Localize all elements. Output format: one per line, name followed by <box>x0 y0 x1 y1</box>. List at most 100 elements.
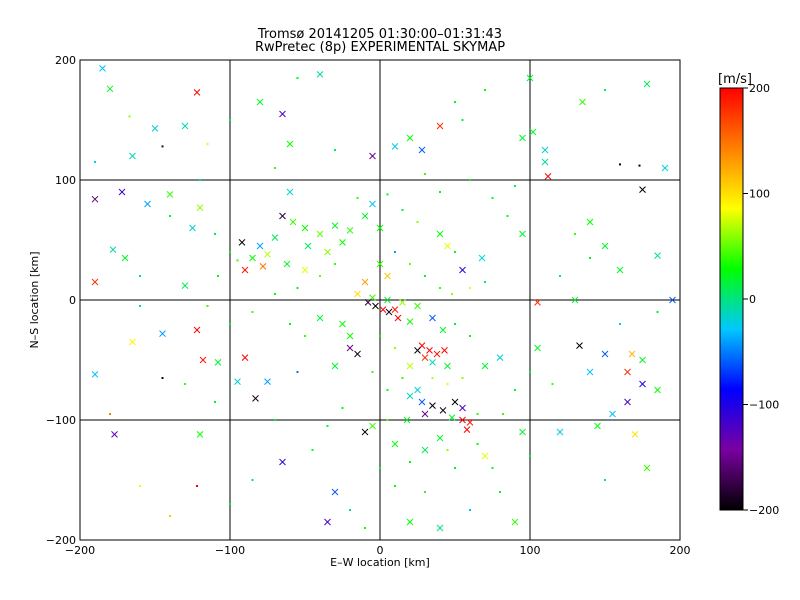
data-point-dot <box>454 251 456 253</box>
data-point-dot <box>229 503 231 505</box>
data-point-cross <box>241 266 249 274</box>
data-point-cross <box>466 419 474 426</box>
data-point-cross <box>631 431 639 438</box>
colorbar <box>719 87 744 511</box>
data-point-cross <box>406 362 414 370</box>
data-point-cross <box>414 347 421 354</box>
data-point-dot <box>461 119 464 121</box>
data-points <box>91 65 676 532</box>
data-point-cross <box>436 122 444 130</box>
data-point-dot <box>319 275 321 277</box>
data-point-cross <box>271 234 279 241</box>
data-point-cross <box>264 378 271 385</box>
data-point-dot <box>529 455 531 457</box>
data-point-cross <box>385 308 393 316</box>
data-point-cross <box>129 338 136 346</box>
data-point-cross <box>451 398 459 406</box>
data-point-dot <box>229 323 231 325</box>
data-point-dot <box>206 305 209 307</box>
data-point-cross <box>403 416 411 424</box>
data-point-cross <box>196 431 204 438</box>
data-point-dot <box>296 371 299 373</box>
data-point-cross <box>661 164 669 172</box>
data-point-dot <box>446 383 449 385</box>
data-point-dot <box>604 479 606 481</box>
data-point-cross <box>279 458 286 466</box>
data-point-cross <box>643 80 651 88</box>
data-point-cross <box>354 290 361 298</box>
y-axis-label: N–S location [km] <box>28 251 41 348</box>
data-point-dot <box>169 515 171 517</box>
data-point-cross <box>91 371 99 378</box>
data-point-cross <box>511 518 519 526</box>
data-point-cross <box>384 272 391 280</box>
x-ticks: −200 −100 0 100 200 <box>65 60 691 557</box>
data-point-cross <box>324 248 331 256</box>
data-point-cross <box>534 299 541 306</box>
data-point-cross <box>519 428 526 436</box>
data-point-cross <box>639 380 646 388</box>
data-point-cross <box>283 260 291 268</box>
data-point-cross <box>601 242 609 250</box>
data-point-dot <box>551 383 554 385</box>
data-point-cross <box>459 416 466 424</box>
data-point-cross <box>601 350 609 358</box>
data-point-dot <box>484 89 486 91</box>
data-point-cross <box>609 410 616 418</box>
data-point-dot <box>409 263 411 265</box>
data-point-cross <box>406 134 414 142</box>
data-point-cross <box>418 146 426 154</box>
data-point-cross <box>459 404 466 412</box>
data-point-cross <box>214 359 222 366</box>
data-point-dot <box>356 197 359 199</box>
chart-title-line1: Tromsø 20141205 01:30:00–01:31:43 <box>257 27 502 42</box>
data-point-cross <box>339 320 346 328</box>
data-point-cross <box>111 431 118 438</box>
y-tick-label: 100 <box>55 174 76 187</box>
data-point-cross <box>301 266 309 274</box>
data-point-dot <box>638 164 641 167</box>
data-point-dot <box>499 491 501 493</box>
x-axis-label: E–W location [km] <box>330 556 430 569</box>
data-point-dot <box>469 509 471 511</box>
data-point-dot <box>289 323 291 325</box>
data-point-cross <box>238 239 246 246</box>
data-point-cross <box>391 306 399 313</box>
data-point-cross <box>448 414 456 421</box>
colorbar-tick-label: 0 <box>749 293 756 306</box>
data-point-dot <box>94 161 96 163</box>
data-point-cross <box>421 446 429 454</box>
data-point-dot <box>469 335 471 337</box>
data-point-cross <box>279 212 286 220</box>
data-point-dot <box>409 461 411 463</box>
data-point-cross <box>376 224 384 232</box>
data-point-cross <box>369 422 376 430</box>
data-point-dot <box>604 89 606 91</box>
data-point-cross <box>639 186 646 193</box>
data-point-cross <box>406 518 414 526</box>
data-point-dot <box>341 407 344 409</box>
data-point-dot <box>236 259 239 262</box>
data-point-cross <box>414 302 421 310</box>
data-point-cross <box>414 386 421 394</box>
data-point-cross <box>444 362 451 370</box>
data-point-cross <box>346 344 354 352</box>
data-point-cross <box>193 89 201 96</box>
data-point-dot <box>454 323 456 325</box>
x-tick-label: −200 <box>65 544 95 557</box>
data-point-dot <box>514 185 516 187</box>
data-point-dot <box>439 191 441 193</box>
data-point-dot <box>491 197 494 199</box>
data-point-cross <box>406 392 414 400</box>
data-point-dot <box>461 377 464 379</box>
data-point-dot <box>574 233 576 235</box>
data-point-cross <box>439 407 447 414</box>
data-point-cross <box>534 344 541 352</box>
data-point-cross <box>256 242 264 250</box>
data-point-cross <box>433 350 441 358</box>
data-point-cross <box>639 356 646 364</box>
data-point-dot <box>394 251 396 253</box>
data-point-cross <box>541 146 549 154</box>
data-point-dot <box>251 311 254 313</box>
data-point-cross <box>234 378 241 385</box>
